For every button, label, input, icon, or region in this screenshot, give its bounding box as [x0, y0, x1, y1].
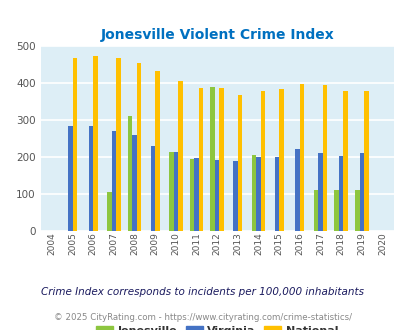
- Bar: [111, 131, 116, 231]
- Bar: [299, 83, 304, 231]
- Bar: [279, 89, 283, 231]
- Bar: [128, 116, 132, 231]
- Bar: [294, 149, 299, 231]
- Bar: [363, 91, 368, 231]
- Bar: [93, 56, 98, 231]
- Bar: [189, 159, 194, 231]
- Bar: [260, 91, 265, 231]
- Bar: [318, 153, 322, 231]
- Bar: [333, 190, 338, 231]
- Bar: [107, 192, 111, 231]
- Bar: [136, 63, 141, 231]
- Bar: [89, 126, 93, 231]
- Title: Jonesville Violent Crime Index: Jonesville Violent Crime Index: [100, 28, 333, 42]
- Bar: [72, 58, 77, 231]
- Bar: [256, 157, 260, 231]
- Legend: Jonesville, Virginia, National: Jonesville, Virginia, National: [92, 321, 341, 330]
- Bar: [219, 88, 224, 231]
- Bar: [343, 90, 347, 231]
- Bar: [155, 71, 160, 231]
- Bar: [132, 135, 136, 231]
- Bar: [251, 155, 256, 231]
- Bar: [233, 161, 237, 231]
- Bar: [68, 126, 72, 231]
- Bar: [322, 85, 326, 231]
- Bar: [274, 157, 279, 231]
- Bar: [194, 158, 198, 231]
- Text: Crime Index corresponds to incidents per 100,000 inhabitants: Crime Index corresponds to incidents per…: [41, 287, 364, 297]
- Bar: [214, 160, 219, 231]
- Bar: [178, 81, 182, 231]
- Bar: [168, 152, 173, 231]
- Bar: [354, 190, 359, 231]
- Bar: [116, 58, 120, 231]
- Bar: [359, 153, 363, 231]
- Bar: [338, 156, 343, 231]
- Bar: [237, 95, 242, 231]
- Text: © 2025 CityRating.com - https://www.cityrating.com/crime-statistics/: © 2025 CityRating.com - https://www.city…: [54, 313, 351, 322]
- Bar: [198, 88, 203, 231]
- Bar: [210, 87, 214, 231]
- Bar: [150, 146, 155, 231]
- Bar: [313, 190, 318, 231]
- Bar: [173, 152, 178, 231]
